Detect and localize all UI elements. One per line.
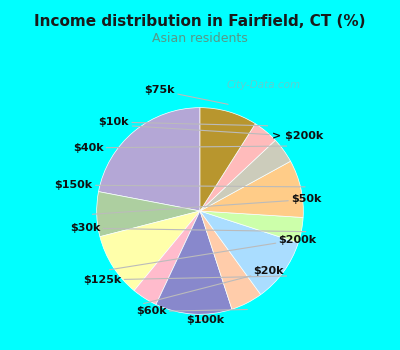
Wedge shape	[97, 191, 200, 237]
Text: $10k: $10k	[99, 117, 268, 127]
Wedge shape	[156, 211, 232, 314]
Text: $150k: $150k	[55, 180, 305, 190]
Text: Asian residents: Asian residents	[152, 32, 248, 45]
Text: $50k: $50k	[92, 195, 321, 214]
Text: > $200k: > $200k	[132, 126, 323, 141]
Wedge shape	[100, 211, 200, 290]
Text: $60k: $60k	[136, 307, 247, 316]
Text: $200k: $200k	[110, 235, 317, 270]
Wedge shape	[200, 140, 290, 211]
Text: $125k: $125k	[83, 275, 287, 285]
Text: City-Data.com: City-Data.com	[226, 80, 300, 90]
Wedge shape	[98, 108, 200, 211]
Text: $30k: $30k	[70, 223, 306, 233]
Wedge shape	[134, 211, 200, 304]
Wedge shape	[200, 124, 275, 211]
Wedge shape	[200, 211, 303, 243]
Text: $20k: $20k	[144, 266, 284, 303]
Wedge shape	[200, 108, 255, 211]
Text: $100k: $100k	[187, 315, 225, 325]
Text: Income distribution in Fairfield, CT (%): Income distribution in Fairfield, CT (%)	[34, 14, 366, 29]
Wedge shape	[200, 211, 298, 295]
Wedge shape	[200, 161, 303, 217]
Text: $75k: $75k	[144, 85, 228, 104]
Wedge shape	[200, 211, 261, 309]
Text: $40k: $40k	[73, 143, 287, 153]
